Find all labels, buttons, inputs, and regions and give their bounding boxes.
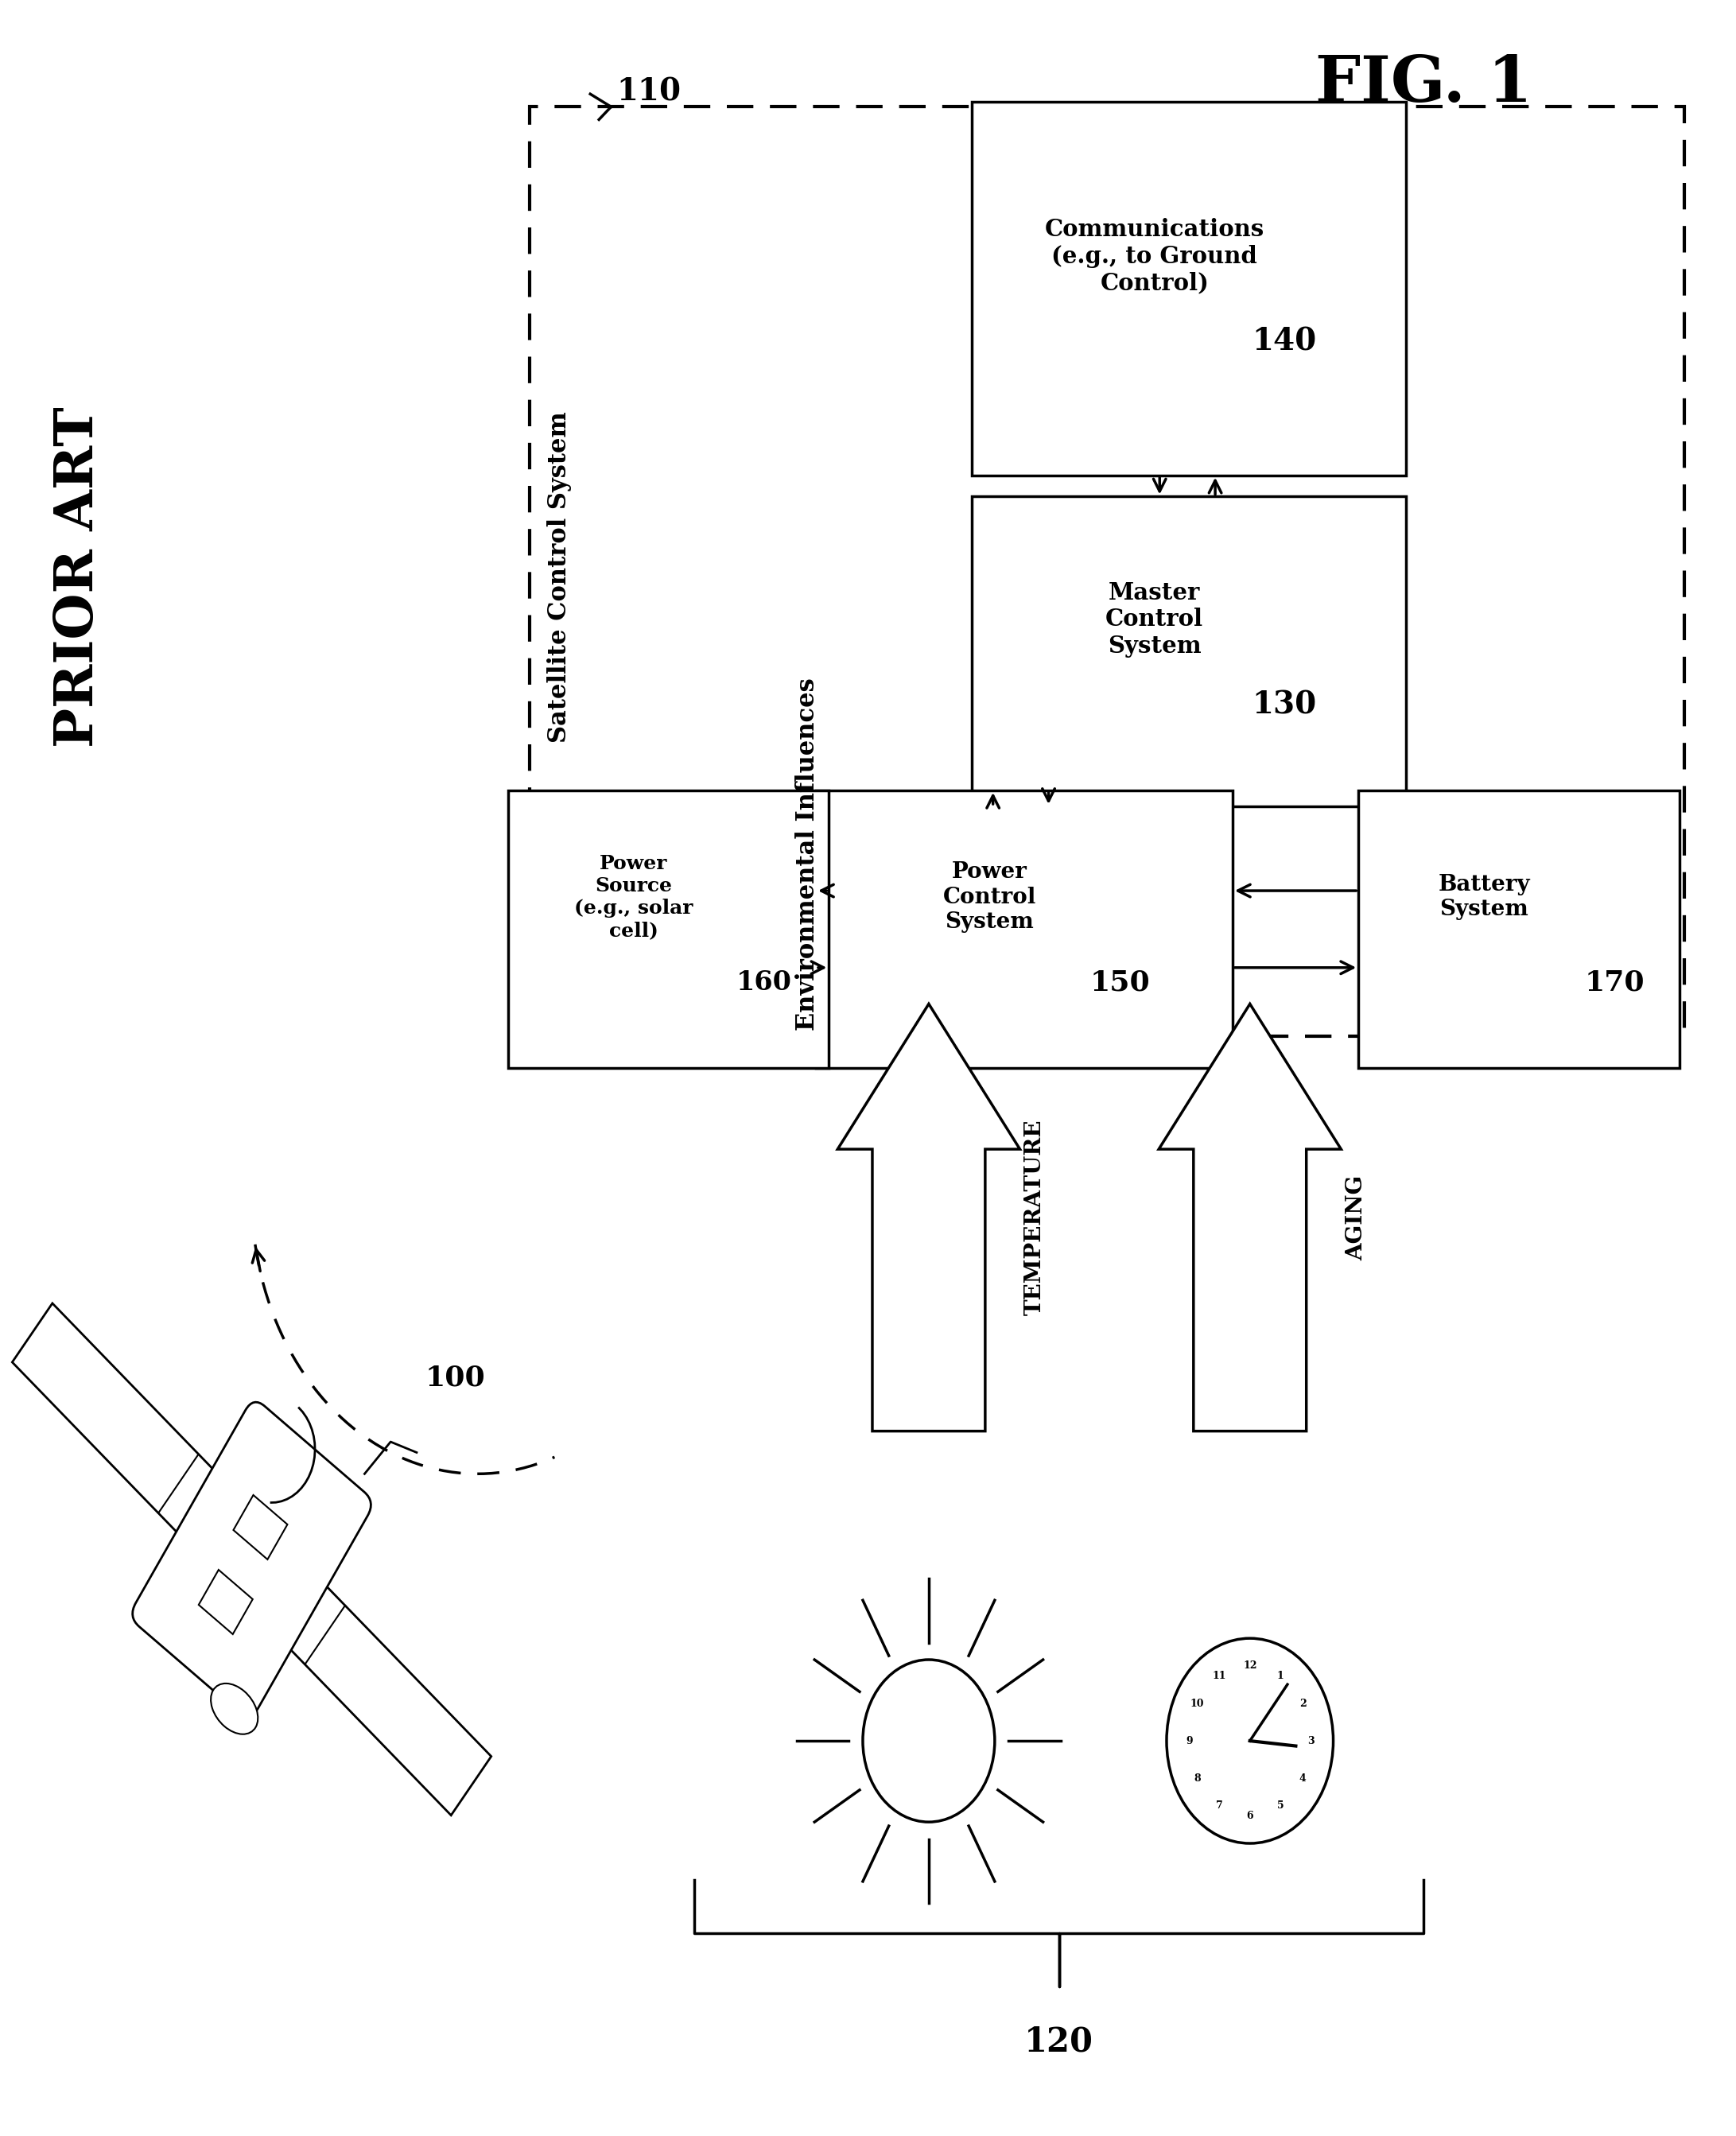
Text: 120: 120 xyxy=(1024,2025,1094,2059)
Text: Power
Control
System: Power Control System xyxy=(943,861,1036,933)
Bar xyxy=(529,107,1684,1036)
Text: 150: 150 xyxy=(1090,970,1149,995)
Bar xyxy=(972,496,1406,807)
Bar xyxy=(507,790,830,1068)
FancyBboxPatch shape xyxy=(12,1303,491,1816)
Text: 4: 4 xyxy=(1299,1773,1305,1784)
Text: 9: 9 xyxy=(1186,1737,1193,1745)
Text: AGING: AGING xyxy=(1345,1175,1366,1260)
Text: 170: 170 xyxy=(1585,970,1644,995)
Text: 10: 10 xyxy=(1191,1698,1205,1709)
Text: Environmental Influences: Environmental Influences xyxy=(795,677,819,1032)
Text: Master
Control
System: Master Control System xyxy=(1106,581,1203,658)
FancyArrow shape xyxy=(838,1004,1021,1431)
Text: Communications
(e.g., to Ground
Control): Communications (e.g., to Ground Control) xyxy=(1045,218,1264,295)
Text: 6: 6 xyxy=(1246,1811,1253,1820)
Text: Battery
System: Battery System xyxy=(1439,874,1529,921)
Text: 140: 140 xyxy=(1252,327,1318,357)
Bar xyxy=(972,103,1406,476)
Text: TEMPERATURE: TEMPERATURE xyxy=(1024,1119,1045,1316)
Text: Power
Source
(e.g., solar
cell): Power Source (e.g., solar cell) xyxy=(575,854,693,940)
FancyBboxPatch shape xyxy=(132,1401,372,1717)
Circle shape xyxy=(863,1660,995,1822)
Bar xyxy=(198,1570,253,1634)
Text: 100: 100 xyxy=(425,1365,486,1391)
Circle shape xyxy=(1167,1638,1333,1843)
Text: FIG. 1: FIG. 1 xyxy=(1316,53,1531,115)
Bar xyxy=(1358,790,1680,1068)
Text: PRIOR ART: PRIOR ART xyxy=(52,406,104,748)
Text: Satellite Control System: Satellite Control System xyxy=(547,410,571,743)
Text: 160: 160 xyxy=(736,970,792,995)
Text: 8: 8 xyxy=(1194,1773,1201,1784)
Text: 110: 110 xyxy=(616,77,681,107)
Text: 7: 7 xyxy=(1215,1801,1222,1811)
Bar xyxy=(816,790,1233,1068)
Text: 130: 130 xyxy=(1252,690,1318,720)
Text: 2: 2 xyxy=(1299,1698,1305,1709)
Text: 3: 3 xyxy=(1307,1737,1314,1745)
FancyArrow shape xyxy=(1160,1004,1340,1431)
Text: 1: 1 xyxy=(1278,1670,1285,1681)
Text: 12: 12 xyxy=(1243,1662,1257,1670)
Bar xyxy=(233,1495,288,1559)
Text: 11: 11 xyxy=(1212,1670,1226,1681)
Text: 5: 5 xyxy=(1278,1801,1283,1811)
Ellipse shape xyxy=(210,1683,259,1734)
